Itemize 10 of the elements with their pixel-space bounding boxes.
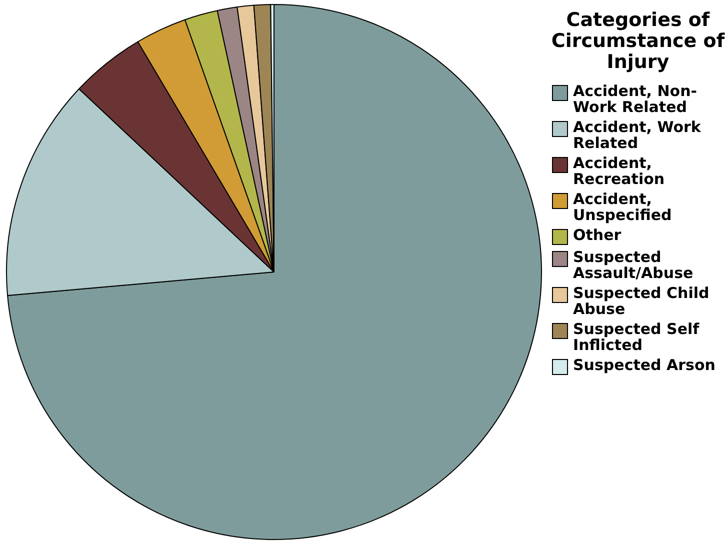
- legend-title: Categories of Circumstance of Injury: [550, 9, 726, 73]
- legend-label: Suspected Assault/Abuse: [573, 248, 694, 282]
- legend-label: Accident, Unspecified: [573, 190, 673, 224]
- legend-label: Accident, Work Related: [573, 118, 702, 152]
- legend-label: Accident, Recreation: [573, 154, 666, 188]
- legend-label: Suspected Child Abuse: [573, 284, 710, 318]
- legend-label: Accident, Non-Work Related: [573, 82, 698, 116]
- legend-label: Other: [573, 226, 622, 244]
- legend-label: Suspected Arson: [573, 356, 716, 374]
- legend-label: Suspected Self Inflicted: [573, 320, 700, 354]
